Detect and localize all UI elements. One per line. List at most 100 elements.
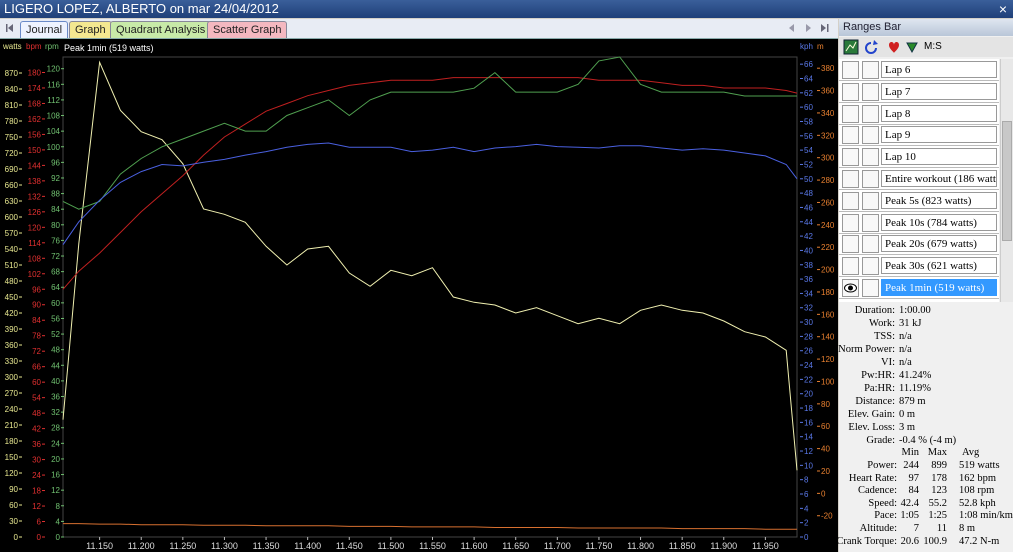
summary-label: Crank Torque: [836, 535, 897, 547]
range-checkbox[interactable] [862, 148, 879, 167]
range-row[interactable]: Entire workout (186 watts [839, 168, 999, 190]
tab-nav-arrows[interactable] [786, 19, 836, 38]
range-row[interactable]: Peak 1min (519 watts) [839, 277, 999, 299]
range-row[interactable]: Peak 30s (621 watts) [839, 255, 999, 278]
y-tick-label: 300 [821, 154, 835, 163]
y-tick-label: 46 [804, 203, 813, 212]
y-tick-label: 28 [804, 332, 813, 341]
range-row[interactable]: Lap 10 [839, 146, 999, 169]
y-tick-label: 88 [51, 190, 60, 199]
range-checkbox[interactable] [842, 104, 859, 123]
y-tick-label: 24 [804, 361, 813, 370]
toolbar-icons[interactable] [841, 37, 921, 57]
range-checkbox[interactable] [842, 148, 859, 167]
y-tick-label: 120 [47, 65, 61, 74]
range-checkbox[interactable] [862, 257, 879, 276]
tab-first-arrow[interactable] [0, 19, 20, 38]
range-row[interactable]: Peak 10s (784 watts) [839, 212, 999, 234]
y-tick-label: 52 [51, 330, 60, 339]
y-tick-label: 32 [804, 304, 813, 313]
range-row[interactable]: Peak 20s (679 watts) [839, 233, 999, 256]
summary-value: 108 rpm [959, 485, 995, 497]
range-checkbox[interactable] [862, 61, 879, 79]
y-tick-label: 66 [804, 60, 813, 69]
range-checkbox[interactable] [842, 191, 859, 210]
summary-value: 1:25 [928, 510, 947, 522]
range-checkbox[interactable] [842, 213, 859, 232]
ranges-title: Ranges Bar [839, 19, 1013, 36]
summary-header: Max [927, 447, 947, 458]
range-checkbox[interactable] [842, 61, 859, 79]
range-row[interactable]: Lap 7 [839, 81, 999, 103]
y-tick-label: 240 [5, 405, 19, 414]
range-row[interactable]: Peak 5s (823 watts) [839, 190, 999, 212]
y-tick-label: 340 [821, 109, 835, 118]
tab-journal[interactable]: Journal [20, 21, 69, 38]
y-tick-label: 84 [32, 316, 41, 325]
y-tick-label: 36 [32, 440, 41, 449]
range-row[interactable]: Lap 6 [839, 59, 999, 81]
y-tick-label: 64 [51, 283, 60, 292]
y-tick-label: 84 [51, 205, 60, 214]
close-button[interactable]: × [998, 1, 1007, 17]
y-tick-label: 48 [804, 189, 813, 198]
range-checkbox[interactable] [842, 257, 859, 276]
range-label: Lap 6 [881, 61, 997, 78]
y-tick-label: 50 [804, 175, 813, 184]
stat-label: Elev. Loss: [848, 422, 895, 433]
tab-quadrant[interactable]: Quadrant Analysis [110, 21, 212, 38]
range-label: Peak 10s (784 watts) [881, 213, 997, 231]
ranges-scrollbar[interactable] [1000, 59, 1013, 302]
range-row[interactable]: Lap 8 [839, 103, 999, 125]
range-checkbox[interactable] [862, 213, 879, 232]
stat-label: Pa:HR: [864, 383, 895, 394]
range-checkbox[interactable] [842, 126, 859, 145]
range-checkbox[interactable] [842, 235, 859, 254]
y-tick-label: 570 [5, 229, 19, 238]
y-tick-label: 48 [51, 346, 60, 355]
range-checkbox[interactable] [862, 82, 879, 101]
y-tick-label: 44 [51, 361, 60, 370]
y-tick-label: 76 [51, 236, 60, 245]
y-tick-label: 630 [5, 197, 19, 206]
summary-value: 123 [931, 485, 947, 497]
y-tick-label: 6 [804, 490, 809, 499]
range-checkbox[interactable] [862, 279, 879, 297]
range-checkbox[interactable] [862, 235, 879, 254]
range-checkbox[interactable] [862, 170, 879, 188]
y-tick-label: 90 [32, 301, 41, 310]
range-checkbox[interactable] [862, 191, 879, 210]
y-tick-label: 114 [28, 239, 41, 248]
y-tick-label: 660 [5, 181, 19, 190]
stat-label: VI: [881, 357, 895, 368]
stat-label: Distance: [855, 396, 895, 407]
range-label: Lap 10 [881, 148, 997, 166]
range-row[interactable]: Lap 9 [839, 124, 999, 147]
y-tick-label: 156 [28, 130, 42, 139]
range-checkbox[interactable] [842, 170, 859, 188]
range-checkbox[interactable] [842, 279, 859, 297]
tab-graph[interactable]: Graph [69, 21, 112, 38]
summary-label: Power: [867, 460, 897, 471]
x-tick-label: 11.550 [419, 541, 446, 551]
stat-value: 879 m [899, 396, 926, 407]
y-tick-label: 36 [51, 393, 60, 402]
tab-scatter[interactable]: Scatter Graph [207, 21, 288, 38]
range-checkbox[interactable] [862, 104, 879, 123]
toolbar-mode[interactable]: M:S [924, 41, 942, 52]
stat-label: Norm Power: [838, 344, 895, 355]
y-tick-label: 360 [5, 341, 19, 350]
x-tick-label: 11.750 [586, 541, 613, 551]
stat-label: Duration: [854, 305, 895, 316]
range-checkbox[interactable] [842, 82, 859, 101]
summary-value: 8 m [959, 523, 976, 534]
summary-header: Avg [962, 447, 980, 458]
y-tick-label: 220 [821, 243, 835, 252]
y-tick-label: 540 [5, 245, 19, 254]
range-label: Lap 8 [881, 104, 997, 122]
range-checkbox[interactable] [862, 126, 879, 145]
y-tick-label: 12 [51, 486, 60, 495]
range-label: Peak 1min (519 watts) [881, 279, 997, 296]
y-tick-label: 96 [51, 158, 60, 167]
